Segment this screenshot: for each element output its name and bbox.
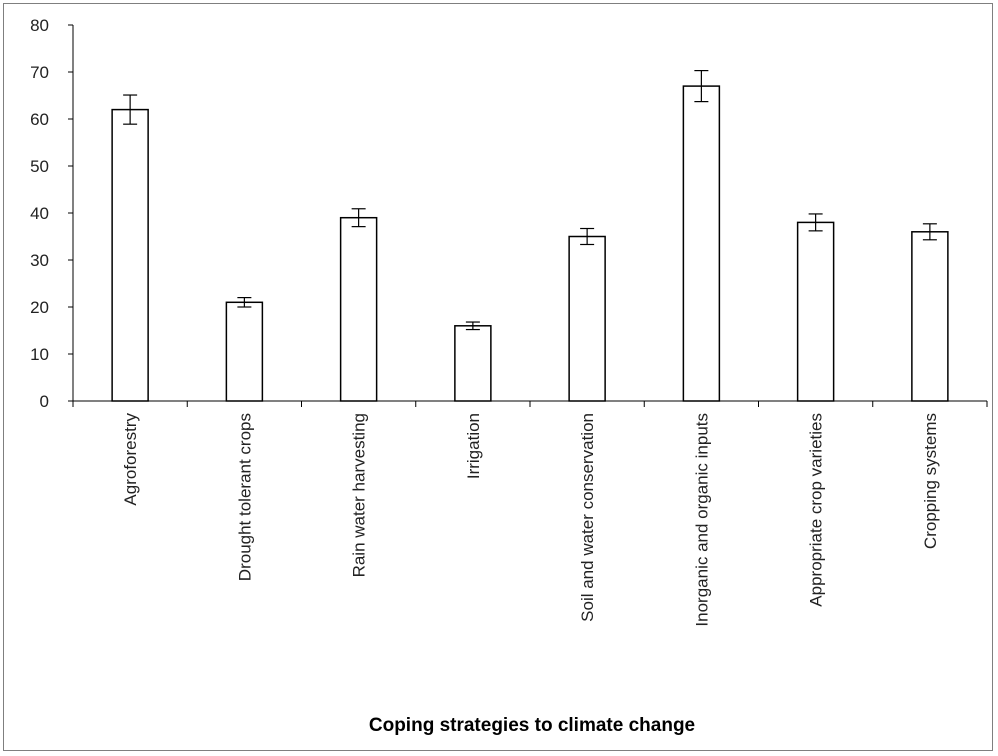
y-tick-label: 70 <box>30 63 49 82</box>
bars <box>111 85 949 402</box>
y-axis-ticks: 0 10 20 30 40 50 60 70 80 <box>30 16 73 411</box>
category-label: Irrigation <box>464 413 483 479</box>
y-tick-label: 60 <box>30 110 49 129</box>
bar <box>911 231 949 402</box>
bar <box>454 325 492 402</box>
category-label: Inorganic and organic inputs <box>692 413 711 627</box>
y-tick-label: 80 <box>30 16 49 35</box>
x-axis-title: Coping strategies to climate change <box>369 715 695 736</box>
category-label: Appropriate crop varieties <box>807 413 826 607</box>
category-label: Cropping systems <box>921 413 940 549</box>
y-tick-label: 20 <box>30 298 49 317</box>
bar <box>111 108 149 402</box>
category-label: Agroforestry <box>121 413 140 506</box>
y-tick-label: 10 <box>30 345 49 364</box>
chart-frame <box>3 3 993 751</box>
category-label: Rain water harvesting <box>350 413 369 577</box>
x-axis-ticks <box>72 401 988 407</box>
bar <box>339 216 378 402</box>
error-bars <box>123 69 937 331</box>
bar <box>796 221 835 402</box>
bar <box>568 235 606 402</box>
y-tick-label: 30 <box>30 251 49 270</box>
y-tick-label: 50 <box>30 157 49 176</box>
category-label: Soil and water conservation <box>578 413 597 622</box>
category-label: Drought tolerant crops <box>235 413 254 581</box>
bar <box>682 85 721 402</box>
x-axis-category-labels: Agroforestry Drought tolerant crops Rain w… <box>121 413 940 627</box>
y-tick-label: 40 <box>30 204 49 223</box>
y-tick-label: 0 <box>40 392 49 411</box>
bar <box>225 301 264 402</box>
